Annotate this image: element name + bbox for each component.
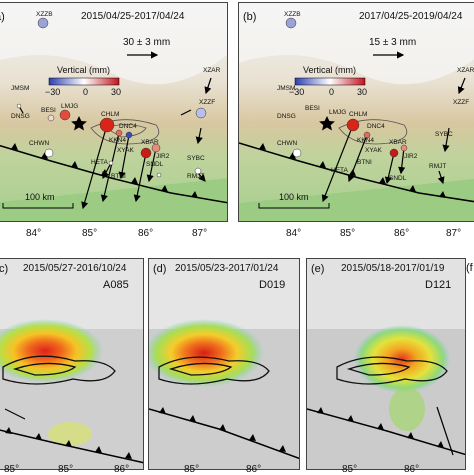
colorbar-tick: 0 <box>83 87 89 97</box>
colorbar-title: Vertical (mm) <box>303 65 357 75</box>
gps-map-b <box>239 3 474 221</box>
period: 2015/05/18-2017/01/19 <box>341 263 445 274</box>
panel-label: (b) <box>243 11 257 23</box>
period: 2015/05/27-2016/10/24 <box>23 263 127 274</box>
colorbar-tick: 30 <box>357 87 368 97</box>
gps-stations <box>285 17 408 158</box>
station-label: DNSG <box>277 113 296 120</box>
station-label: BTNI <box>111 173 126 180</box>
x-tick: 86° <box>114 464 130 475</box>
panel-label: (e) <box>311 263 325 275</box>
station-label: JIR2 <box>156 153 170 160</box>
station-label: XZZF <box>453 99 470 106</box>
x-tick: 85° <box>340 228 356 239</box>
x-tick: 85° <box>184 464 200 475</box>
panel-label: (d) <box>153 263 167 275</box>
panel-label: c) <box>0 263 9 275</box>
gps-panel-b: (b) 2017/04/25-2019/04/24 15 ± 3 mm Vert… <box>238 2 474 222</box>
station-label: XZZB <box>36 11 53 18</box>
station-label: LMJG <box>329 109 347 116</box>
insar-panel-c: c) 2015/05/27-2016/10/24 A085 <box>0 258 144 470</box>
track-id: D019 <box>259 279 286 291</box>
station-label: JIR2 <box>404 153 418 160</box>
station-label: SYBC <box>435 131 453 138</box>
station-label: RMJT <box>429 163 447 170</box>
station-label: KKN4 <box>357 137 374 144</box>
x-tick: 86° <box>138 228 154 239</box>
x-tick: 85° <box>342 464 358 475</box>
insar-map-e <box>307 259 465 469</box>
period: 2015/04/25-2017/04/24 <box>81 11 185 22</box>
x-tick: 86° <box>246 464 262 475</box>
colorbar <box>294 77 366 86</box>
station-label: CHWN <box>29 140 50 147</box>
station-label: CHWN <box>277 140 298 147</box>
colorbar-tick: −30 <box>289 87 305 97</box>
x-tick: 87° <box>446 228 462 239</box>
x-tick: 86° <box>394 228 410 239</box>
panel-label: a) <box>0 11 5 23</box>
station-label: CHLM <box>349 111 368 118</box>
insar-panel-d: (d) 2015/05/23-2017/01/24 D019 <box>148 258 300 470</box>
x-tick: 84° <box>26 228 42 239</box>
station-label: HETA <box>331 167 348 174</box>
station-label: XZAR <box>457 67 474 74</box>
station-label: XBAR <box>141 139 159 146</box>
station-label: JMSM <box>11 85 30 92</box>
gps-panel-a: a) 2015/04/25-2017/04/24 30 ± 3 mm Verti… <box>0 2 228 222</box>
insar-panel-e: (e) 2015/05/18-2017/01/19 D121 <box>306 258 466 470</box>
station-label: BESI <box>41 107 56 114</box>
x-tick: 85° <box>58 464 74 475</box>
distance-scale: 100 km <box>279 192 309 202</box>
station-label: SYBC <box>187 155 205 162</box>
station-label: XZZF <box>199 99 216 106</box>
station-label: XYAK <box>365 147 382 154</box>
station-label: BTNI <box>357 159 372 166</box>
period: 2015/05/23-2017/01/24 <box>175 263 279 274</box>
x-tick: 85° <box>4 464 20 475</box>
station-label: DNC4 <box>367 123 385 130</box>
station-label: SNDL <box>389 175 407 182</box>
x-tick: 87° <box>192 228 208 239</box>
station-label: DNSG <box>11 113 30 120</box>
colorbar-tick: 30 <box>111 87 122 97</box>
station-label: CHLM <box>101 111 120 118</box>
station-label: KKN4 <box>109 137 126 144</box>
x-tick: 84° <box>286 228 302 239</box>
period: 2017/04/25-2019/04/24 <box>359 11 463 22</box>
gps-stations <box>16 17 207 178</box>
station-label: SNDL <box>146 161 164 168</box>
x-tick: 85° <box>82 228 98 239</box>
station-label: XYAK <box>117 147 134 154</box>
x-tick: 86° <box>404 464 420 475</box>
distance-scale: 100 km <box>25 192 55 202</box>
insar-map-c <box>0 259 143 469</box>
colorbar-title: Vertical (mm) <box>57 65 111 75</box>
station-label: HETA <box>91 159 108 166</box>
station-label: DNC4 <box>119 123 137 130</box>
colorbar-tick: −30 <box>45 87 61 97</box>
epicenter-star <box>71 116 87 131</box>
epicenter-star <box>319 116 335 131</box>
panel-label-f: (f <box>466 262 473 274</box>
scale-label: 15 ± 3 mm <box>369 37 417 48</box>
scale-label: 30 ± 3 mm <box>123 37 171 48</box>
gps-vectors <box>321 77 466 203</box>
station-label: RMJT <box>187 173 205 180</box>
insar-map-d <box>149 259 299 469</box>
track-id: D121 <box>425 279 452 291</box>
colorbar-tick: 0 <box>329 87 335 97</box>
colorbar <box>48 77 120 86</box>
station-label: XZAR <box>203 67 221 74</box>
track-id: A085 <box>103 279 129 291</box>
station-label: LMJG <box>61 103 79 110</box>
station-label: BESI <box>305 105 320 112</box>
gps-map-a <box>0 3 227 221</box>
station-label: XBAR <box>389 139 407 146</box>
station-label: XZZB <box>284 11 301 18</box>
station-label: JMSM <box>277 85 296 92</box>
